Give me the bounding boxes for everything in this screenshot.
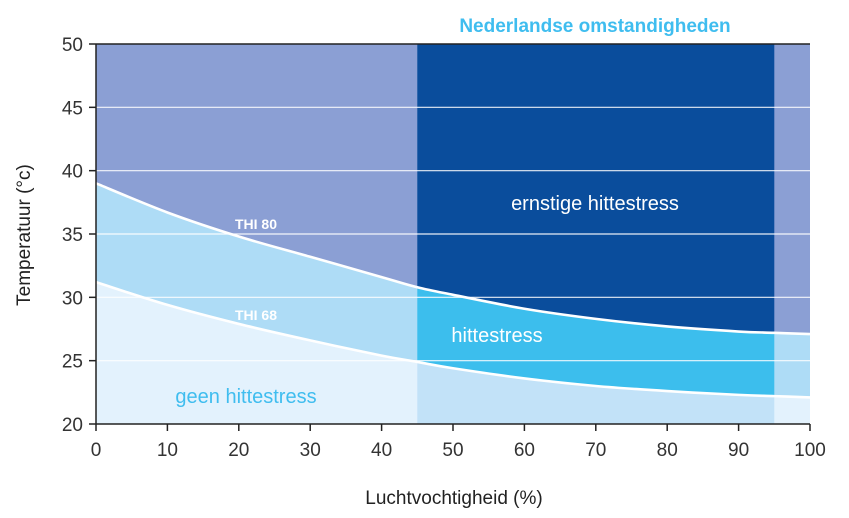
- y-tick-label: 35: [62, 225, 83, 246]
- curve-label-thi-80: THI 80: [235, 216, 277, 232]
- curve-label-thi-68: THI 68: [235, 307, 277, 323]
- x-tick-label: 70: [585, 440, 606, 461]
- x-tick-label: 100: [794, 440, 826, 461]
- zone-none-highlight: [417, 361, 775, 424]
- x-tick-label: 90: [728, 440, 749, 461]
- tick-labels: 0 10 20 30 40 50 60 70 80 90 100 20 25 30 35 40 45 50: [62, 35, 826, 461]
- zone-none-fill: [96, 282, 810, 424]
- y-tick-label: 25: [62, 352, 83, 373]
- x-tick-label: 10: [157, 440, 178, 461]
- x-tick-label: 0: [91, 440, 102, 461]
- curve-thi-80: [95, 182, 811, 336]
- x-tick-label: 60: [514, 440, 535, 461]
- x-tick-label: 40: [371, 440, 392, 461]
- y-tick-label: 40: [62, 162, 83, 183]
- x-tick-label: 20: [228, 440, 249, 461]
- gridlines: [96, 106, 810, 362]
- x-tick-label: 30: [300, 440, 321, 461]
- highlight-region: [417, 44, 775, 424]
- x-axis-label: Luchtvochtigheid (%): [365, 488, 542, 509]
- axes: [89, 43, 811, 431]
- chart-title: Nederlandse omstandigheden: [459, 16, 730, 37]
- curve-thi-68: [95, 280, 811, 399]
- zone-fills: [96, 44, 810, 424]
- zone-stress-highlight: [417, 287, 775, 397]
- y-axis-label: Temperatuur (°c): [14, 164, 35, 306]
- x-tick-label: 50: [442, 440, 463, 461]
- zone-severe-highlight: [417, 44, 775, 333]
- y-tick-label: 50: [62, 35, 83, 56]
- y-tick-label: 30: [62, 288, 83, 309]
- y-tick-label: 45: [62, 98, 83, 119]
- threshold-curves: [95, 182, 811, 399]
- zone-label-geen-hittestress: geen hittestress: [175, 386, 316, 408]
- zone-label-ernstige-hittestress: ernstige hittestress: [511, 193, 679, 215]
- y-tick-label: 20: [62, 415, 83, 436]
- x-tick-label: 80: [657, 440, 678, 461]
- zone-label-hittestress: hittestress: [451, 325, 542, 347]
